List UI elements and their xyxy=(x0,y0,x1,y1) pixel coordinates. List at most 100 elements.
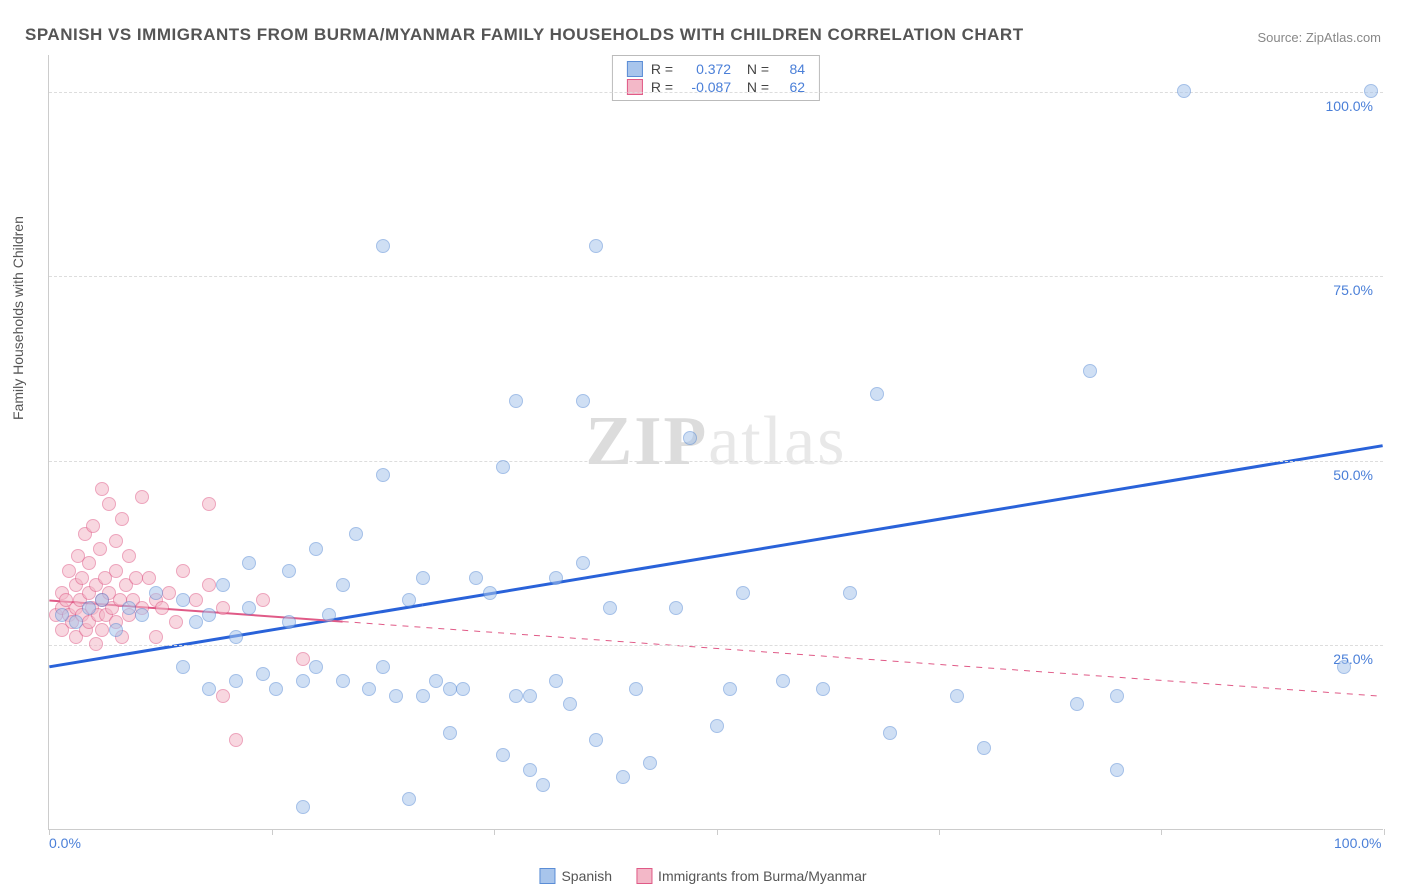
regression-lines xyxy=(49,55,1383,829)
data-point xyxy=(629,682,643,696)
series-legend: SpanishImmigrants from Burma/Myanmar xyxy=(539,868,866,884)
data-point xyxy=(950,689,964,703)
data-point xyxy=(443,726,457,740)
data-point xyxy=(176,593,190,607)
gridline xyxy=(49,461,1383,462)
regression-line-extended xyxy=(343,622,1383,697)
data-point xyxy=(509,689,523,703)
y-tick-label: 100.0% xyxy=(1326,98,1373,114)
data-point xyxy=(376,239,390,253)
data-point xyxy=(89,637,103,651)
data-point xyxy=(576,556,590,570)
data-point xyxy=(523,689,537,703)
data-point xyxy=(142,571,156,585)
data-point xyxy=(282,615,296,629)
x-tick-mark xyxy=(717,829,718,835)
data-point xyxy=(1110,763,1124,777)
data-point xyxy=(95,593,109,607)
data-point xyxy=(776,674,790,688)
legend-label: Spanish xyxy=(561,868,612,884)
r-value: 0.372 xyxy=(681,61,731,77)
data-point xyxy=(496,748,510,762)
legend-swatch xyxy=(636,868,652,884)
data-point xyxy=(416,571,430,585)
data-point xyxy=(296,800,310,814)
data-point xyxy=(176,564,190,578)
data-point xyxy=(95,482,109,496)
data-point xyxy=(1110,689,1124,703)
data-point xyxy=(322,608,336,622)
data-point xyxy=(242,556,256,570)
regression-line-extended xyxy=(423,446,1383,605)
data-point xyxy=(549,674,563,688)
data-point xyxy=(55,608,69,622)
data-point xyxy=(115,512,129,526)
data-point xyxy=(122,549,136,563)
data-point xyxy=(82,601,96,615)
data-point xyxy=(469,571,483,585)
data-point xyxy=(496,460,510,474)
data-point xyxy=(86,519,100,533)
data-point xyxy=(269,682,283,696)
data-point xyxy=(216,578,230,592)
data-point xyxy=(149,630,163,644)
data-point xyxy=(282,564,296,578)
x-tick-label: 100.0% xyxy=(1334,835,1381,851)
data-point xyxy=(1177,84,1191,98)
data-point xyxy=(669,601,683,615)
data-point xyxy=(883,726,897,740)
x-tick-mark xyxy=(1384,829,1385,835)
data-point xyxy=(296,652,310,666)
data-point xyxy=(870,387,884,401)
data-point xyxy=(169,615,183,629)
data-point xyxy=(93,542,107,556)
gridline xyxy=(49,645,1383,646)
x-tick-mark xyxy=(939,829,940,835)
x-tick-mark xyxy=(1161,829,1162,835)
data-point xyxy=(62,564,76,578)
data-point xyxy=(509,394,523,408)
data-point xyxy=(109,534,123,548)
stats-legend-row: R =-0.087 N =62 xyxy=(627,78,805,96)
data-point xyxy=(102,497,116,511)
data-point xyxy=(202,578,216,592)
data-point xyxy=(336,674,350,688)
watermark: ZIPatlas xyxy=(586,402,847,482)
n-value: 84 xyxy=(777,61,805,77)
data-point xyxy=(162,586,176,600)
data-point xyxy=(443,682,457,696)
data-point xyxy=(376,468,390,482)
data-point xyxy=(155,601,169,615)
data-point xyxy=(202,682,216,696)
data-point xyxy=(563,697,577,711)
chart-title: SPANISH VS IMMIGRANTS FROM BURMA/MYANMAR… xyxy=(25,25,1024,45)
data-point xyxy=(402,593,416,607)
data-point xyxy=(135,490,149,504)
data-point xyxy=(603,601,617,615)
data-point xyxy=(376,660,390,674)
data-point xyxy=(816,682,830,696)
data-point xyxy=(416,689,430,703)
legend-swatch xyxy=(627,61,643,77)
source-attribution: Source: ZipAtlas.com xyxy=(1257,30,1381,45)
data-point xyxy=(576,394,590,408)
x-tick-mark xyxy=(494,829,495,835)
data-point xyxy=(202,497,216,511)
data-point xyxy=(296,674,310,688)
watermark-atlas: atlas xyxy=(708,403,846,480)
data-point xyxy=(736,586,750,600)
data-point xyxy=(723,682,737,696)
data-point xyxy=(256,593,270,607)
x-tick-label: 0.0% xyxy=(49,835,81,851)
data-point xyxy=(523,763,537,777)
data-point xyxy=(82,556,96,570)
data-point xyxy=(1070,697,1084,711)
legend-item: Spanish xyxy=(539,868,612,884)
data-point xyxy=(95,623,109,637)
data-point xyxy=(109,564,123,578)
data-point xyxy=(309,542,323,556)
data-point xyxy=(483,586,497,600)
data-point xyxy=(429,674,443,688)
y-axis-label: Family Households with Children xyxy=(10,216,26,420)
y-tick-label: 75.0% xyxy=(1333,282,1373,298)
